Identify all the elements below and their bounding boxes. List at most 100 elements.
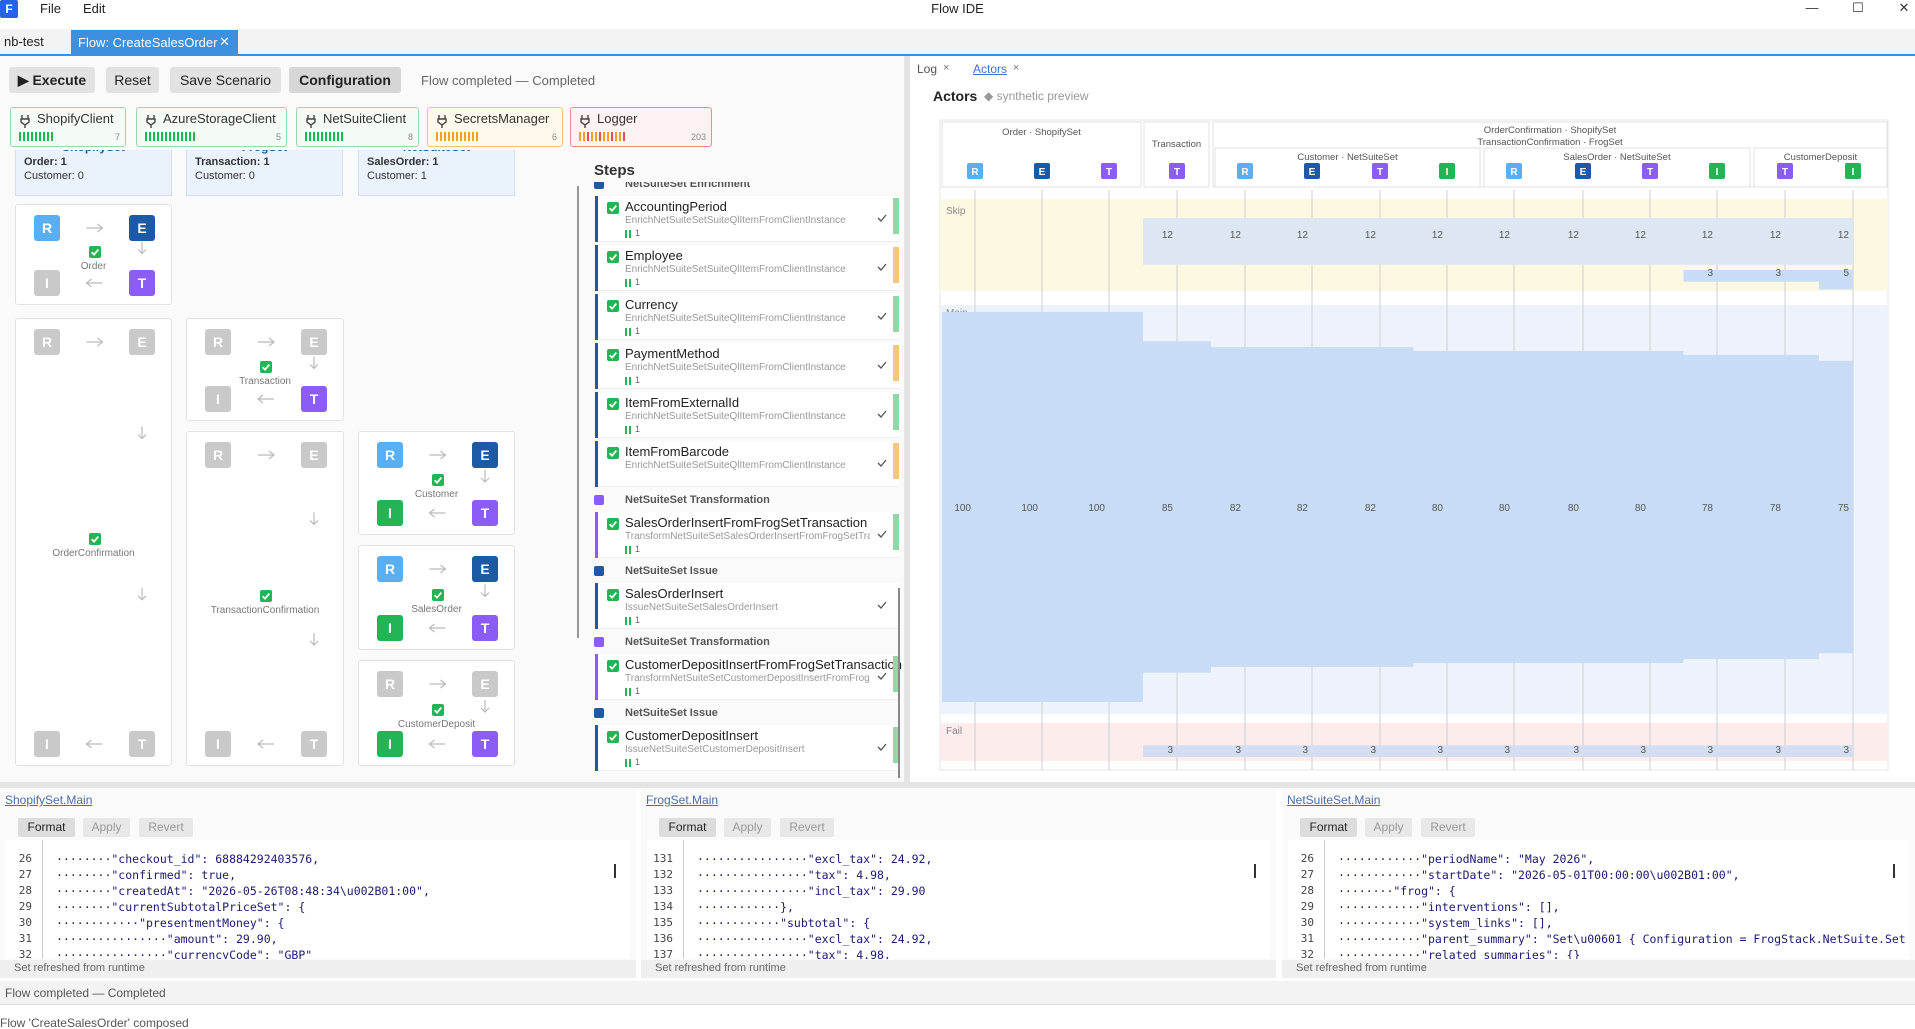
tab[interactable]: nb-test <box>4 34 44 49</box>
header-letter: T <box>1174 167 1180 178</box>
skip-band <box>1683 218 1751 265</box>
step-item[interactable]: Currency EnrichNetSuiteSetSuiteQlItemFrom… <box>595 294 899 340</box>
check-mark <box>433 707 442 714</box>
toolbar-button[interactable]: ▶ Execute <box>9 67 95 93</box>
set-count: Transaction: 1 <box>195 156 270 168</box>
step-item[interactable]: AccountingPeriod EnrichNetSuiteSetSuiteQl… <box>595 196 899 242</box>
panel-tab[interactable]: Log <box>917 62 938 76</box>
step-done <box>877 361 887 369</box>
flow-count: 100 <box>954 503 971 514</box>
step-bar <box>625 377 627 385</box>
client-chip[interactable]: AzureStorageClient 5 <box>136 107 287 147</box>
flow-count: 12 <box>1162 230 1174 241</box>
flow-arrow <box>86 337 104 347</box>
status-run: Flow completed — Completed <box>5 986 166 1000</box>
activity-bar <box>595 132 597 141</box>
actor-letter: T <box>472 500 498 526</box>
editor-button[interactable]: Apply <box>83 818 130 837</box>
step-item[interactable]: ItemFromBarcode EnrichNetSuiteSetSuiteQlI… <box>595 441 899 487</box>
editor-button[interactable]: Format <box>1300 818 1357 837</box>
step-bar <box>625 688 627 696</box>
actor-letter: R <box>377 671 403 697</box>
editor-button[interactable]: Revert <box>1421 818 1475 837</box>
lane-label: Fail <box>946 726 962 737</box>
panel-tab-close[interactable]: × <box>1013 62 1020 74</box>
toolbar-button[interactable]: Configuration <box>289 67 401 93</box>
actor-letter: I <box>377 615 403 641</box>
line-number: 32 <box>18 948 32 959</box>
editor-title[interactable]: ShopifySet.Main <box>5 793 93 807</box>
flow-arrow <box>258 450 275 460</box>
check-mark <box>90 248 99 256</box>
step-stripe <box>595 654 598 700</box>
header-letter: T <box>1106 167 1112 178</box>
client-count: 203 <box>690 132 706 142</box>
editor-button[interactable]: Apply <box>1365 818 1412 837</box>
check-mark <box>609 521 618 528</box>
activity-bar <box>476 132 478 141</box>
editor-title[interactable]: FrogSet.Main <box>646 793 719 807</box>
check-mark <box>262 363 271 371</box>
editor-title[interactable]: NetSuiteSet.Main <box>1287 793 1381 807</box>
set-name: FrogSet <box>187 150 342 154</box>
editor-button[interactable]: Apply <box>724 818 771 837</box>
window-control[interactable]: — <box>1805 0 1819 15</box>
main-band <box>1008 312 1076 702</box>
editor-button[interactable]: Revert <box>780 818 834 837</box>
step-item[interactable]: ItemFromExternalId EnrichNetSuiteSetSuite… <box>595 392 899 438</box>
tab-close[interactable]: ✕ <box>219 34 230 49</box>
toolbar-button[interactable]: Reset <box>106 67 159 93</box>
header-letter-tile <box>1101 163 1117 179</box>
toolbar-button[interactable]: Save Scenario <box>170 67 281 93</box>
client-chip[interactable]: NetSuiteClient 8 <box>296 107 419 147</box>
step-item[interactable]: CustomerDepositInsertFromFrogSetTransact… <box>595 654 902 700</box>
step-bar <box>625 279 627 287</box>
actor-box: R E I T CustomerDeposit <box>358 660 515 766</box>
activity-bar <box>317 132 319 141</box>
activity-bar <box>341 132 343 141</box>
main-band <box>1143 341 1211 673</box>
tab-bar <box>0 29 1915 56</box>
activity-bar <box>591 132 593 141</box>
fail-band <box>1278 745 1346 757</box>
window-control[interactable]: ☐ <box>1852 0 1864 15</box>
menu-item[interactable]: Edit <box>83 1 106 16</box>
step-group: NetSuiteSet Issue <box>583 561 899 583</box>
subgroup-label: Customer · NetSuiteSet <box>1297 152 1398 163</box>
fail-band <box>1616 745 1684 757</box>
step-item[interactable]: PaymentMethod EnrichNetSuiteSetSuiteQlIte… <box>595 343 899 389</box>
line-number: 27 <box>1300 868 1314 881</box>
fail-band <box>1413 745 1481 757</box>
step-stripe <box>595 725 598 771</box>
step-status-strip <box>893 247 899 283</box>
checkbox <box>607 660 619 672</box>
client-chip[interactable]: Logger 203 <box>570 107 712 147</box>
line-number: 134 <box>653 900 673 913</box>
panel-tab-close[interactable]: × <box>943 62 950 74</box>
step-bar <box>625 230 627 238</box>
client-count: 5 <box>275 132 281 142</box>
tab-active[interactable] <box>71 30 238 54</box>
actor-label: Transaction <box>239 375 291 387</box>
panel-tab[interactable]: Actors <box>973 62 1008 76</box>
client-chip[interactable]: ShopifyClient 7 <box>10 107 126 147</box>
checkbox <box>260 589 272 602</box>
flow-count: 100 <box>1021 503 1038 514</box>
step-item[interactable]: SalesOrderInsert IssueNetSuiteSetSalesOrd… <box>595 583 899 629</box>
editor-scrollbar <box>1893 864 1895 878</box>
step-item[interactable]: SalesOrderInsertFromFrogSetTransaction Tr… <box>595 512 899 558</box>
set-count: Customer: 0 <box>24 170 84 182</box>
client-chip[interactable]: SecretsManager 6 <box>427 107 563 147</box>
check-icon <box>609 352 618 359</box>
editor-button[interactable]: Format <box>659 818 716 837</box>
step-item[interactable]: Employee EnrichNetSuiteSetSuiteQlItemFrom… <box>595 245 899 291</box>
client-icon <box>437 115 447 128</box>
menu-item[interactable]: File <box>40 1 61 16</box>
actor-letter: T <box>129 270 155 296</box>
main-band <box>1480 351 1549 663</box>
window-control[interactable]: ✕ <box>1898 0 1910 15</box>
step-item[interactable]: CustomerDepositInsert IssueNetSuiteSetCus… <box>595 725 899 771</box>
editor-button[interactable]: Format <box>18 818 75 837</box>
editor-button[interactable]: Revert <box>139 818 193 837</box>
